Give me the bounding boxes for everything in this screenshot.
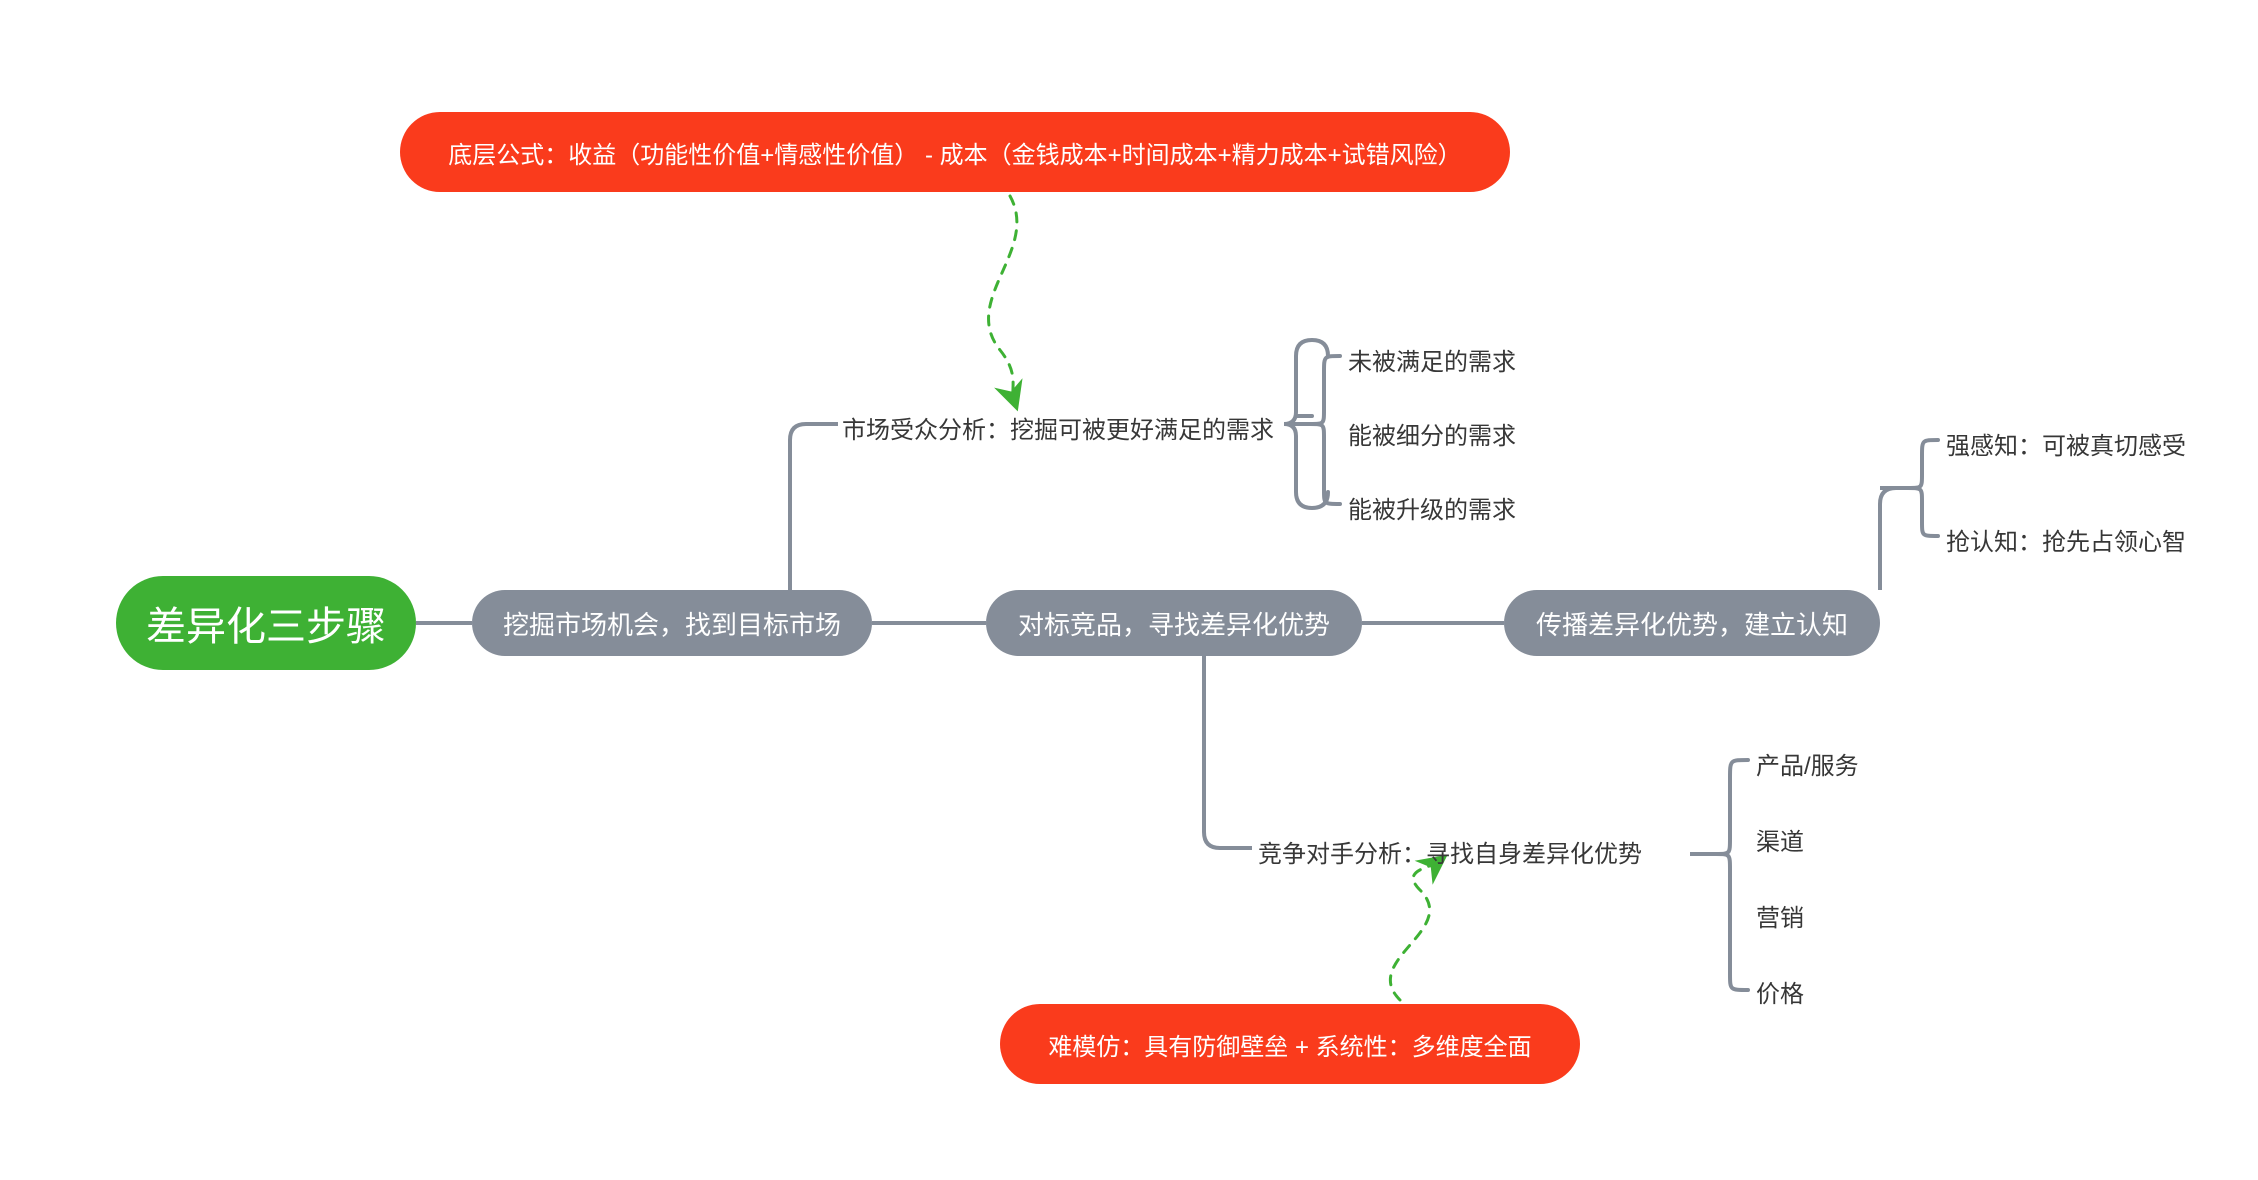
bracket-dims [1716, 760, 1748, 990]
arrow-top [989, 196, 1017, 400]
leaf-dim4: 价格 [1756, 974, 1804, 1009]
leaf-recog1: 强感知：可被真切感受 [1946, 426, 2186, 461]
leaf-recog2: 抢认知：抢先占领心智 [1946, 522, 2186, 557]
leaf-need3: 能被升级的需求 [1348, 490, 1516, 525]
edge-step2-analysis2 [1204, 656, 1252, 848]
node-callout-top: 底层公式：收益（功能性价值+情感性价值） - 成本（金钱成本+时间成本+精力成本… [400, 112, 1510, 192]
mindmap-stage: 差异化三步骤 挖掘市场机会，找到目标市场 对标竞品，寻找差异化优势 传播差异化优… [0, 0, 2258, 1180]
leaf-analysis2: 竞争对手分析：寻找自身差异化优势 [1258, 834, 1642, 869]
node-step1-label: 挖掘市场机会，找到目标市场 [503, 605, 841, 642]
bracket-needs-final [1310, 356, 1340, 504]
leaf-analysis1: 市场受众分析：挖掘可被更好满足的需求 [842, 410, 1274, 445]
arrow-bottom [1390, 862, 1438, 1000]
node-root-label: 差异化三步骤 [146, 594, 386, 652]
node-callout-bottom: 难模仿：具有防御壁垒 + 系统性：多维度全面 [1000, 1004, 1580, 1084]
node-step2-label: 对标竞品，寻找差异化优势 [1018, 605, 1330, 642]
node-step3-label: 传播差异化优势，建立认知 [1536, 605, 1848, 642]
node-step3: 传播差异化优势，建立认知 [1504, 590, 1880, 656]
node-step1: 挖掘市场机会，找到目标市场 [472, 590, 872, 656]
node-root: 差异化三步骤 [116, 576, 416, 670]
leaf-dim2: 渠道 [1756, 822, 1804, 857]
leaf-dim1: 产品/服务 [1756, 746, 1859, 781]
node-callout-bottom-label: 难模仿：具有防御壁垒 + 系统性：多维度全面 [1048, 1027, 1531, 1062]
bracket-recogs [1908, 440, 1938, 536]
edge-step1-analysis1 [790, 424, 838, 590]
bracket-needs-clean [1314, 356, 1340, 504]
leaf-dim3: 营销 [1756, 898, 1804, 933]
leaf-need1: 未被满足的需求 [1348, 342, 1516, 377]
node-step2: 对标竞品，寻找差异化优势 [986, 590, 1362, 656]
leaf-need2: 能被细分的需求 [1348, 416, 1516, 451]
node-callout-top-label: 底层公式：收益（功能性价值+情感性价值） - 成本（金钱成本+时间成本+精力成本… [448, 135, 1461, 170]
